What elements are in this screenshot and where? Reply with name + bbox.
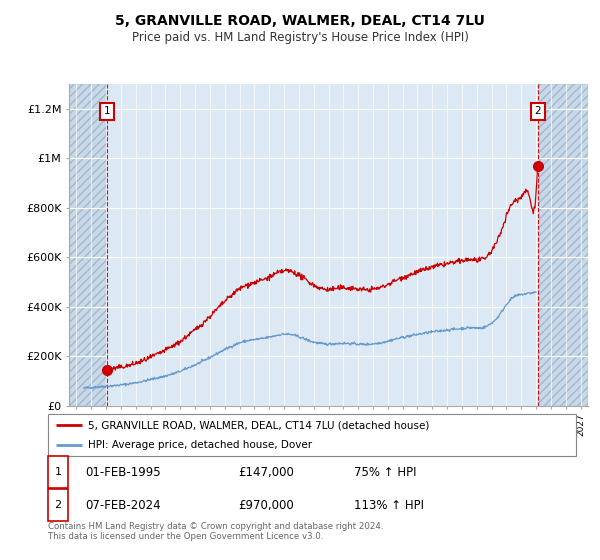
Text: £147,000: £147,000 bbox=[238, 465, 294, 479]
Text: 1: 1 bbox=[55, 467, 62, 477]
Text: 113% ↑ HPI: 113% ↑ HPI bbox=[354, 498, 424, 512]
Bar bbox=[69, 84, 107, 406]
Text: £970,000: £970,000 bbox=[238, 498, 294, 512]
Text: 75% ↑ HPI: 75% ↑ HPI bbox=[354, 465, 417, 479]
Text: 2: 2 bbox=[55, 500, 62, 510]
Text: Price paid vs. HM Land Registry's House Price Index (HPI): Price paid vs. HM Land Registry's House … bbox=[131, 31, 469, 44]
FancyBboxPatch shape bbox=[48, 489, 68, 521]
Text: 1: 1 bbox=[104, 106, 110, 116]
FancyBboxPatch shape bbox=[48, 414, 576, 456]
Text: 5, GRANVILLE ROAD, WALMER, DEAL, CT14 7LU: 5, GRANVILLE ROAD, WALMER, DEAL, CT14 7L… bbox=[115, 14, 485, 28]
Bar bbox=[539, 84, 588, 406]
FancyBboxPatch shape bbox=[48, 456, 68, 488]
Text: 5, GRANVILLE ROAD, WALMER, DEAL, CT14 7LU (detached house): 5, GRANVILLE ROAD, WALMER, DEAL, CT14 7L… bbox=[88, 421, 429, 430]
Text: HPI: Average price, detached house, Dover: HPI: Average price, detached house, Dove… bbox=[88, 441, 312, 450]
Text: 01-FEB-1995: 01-FEB-1995 bbox=[85, 465, 161, 479]
Text: 2: 2 bbox=[534, 106, 541, 116]
Text: 07-FEB-2024: 07-FEB-2024 bbox=[85, 498, 161, 512]
Text: Contains HM Land Registry data © Crown copyright and database right 2024.
This d: Contains HM Land Registry data © Crown c… bbox=[48, 522, 383, 542]
